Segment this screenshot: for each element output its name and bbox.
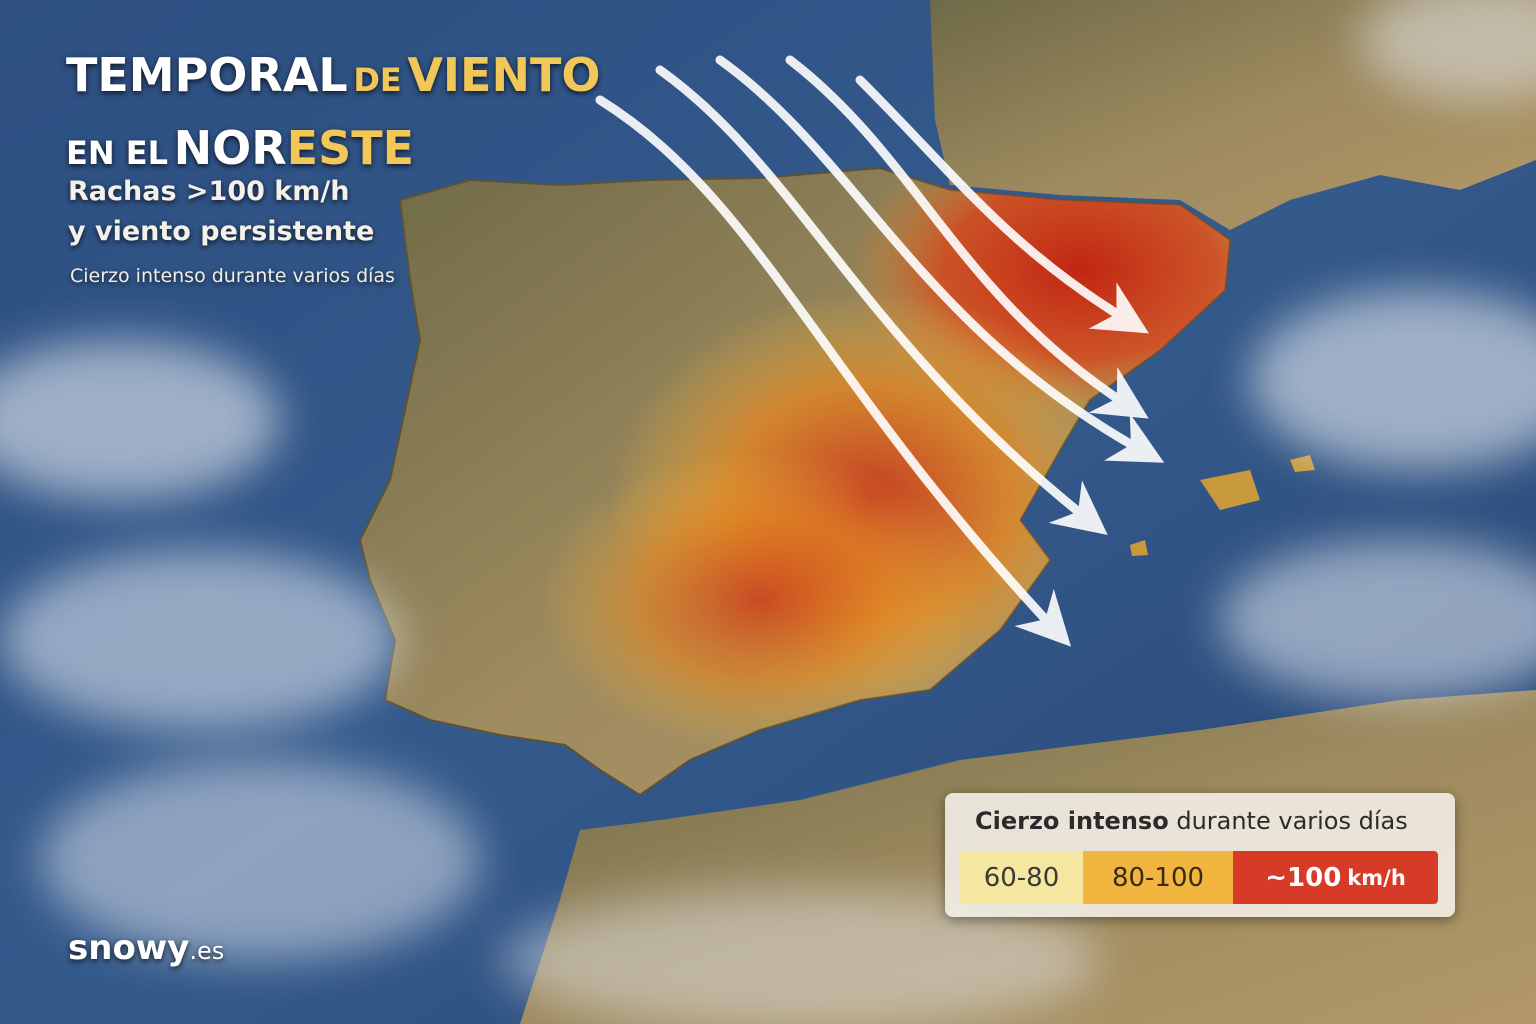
brand-name: snowy (68, 928, 190, 968)
title-word: NOR (173, 121, 287, 175)
brand: snowy.es (68, 928, 224, 968)
title-word: VIENTO (407, 48, 601, 102)
legend-title: Cierzo intenso durante varios días (975, 807, 1408, 835)
title: TEMPORAL DE VIENTO EN EL NORESTE (66, 44, 600, 190)
legend-item: ~100 km/h (1233, 851, 1438, 904)
brand-domain: .es (189, 937, 225, 965)
title-word: DE (353, 61, 402, 99)
title-word: TEMPORAL (66, 48, 348, 102)
subtitle-line: Rachas >100 km/h (68, 176, 350, 207)
balearic-islands (1130, 455, 1315, 556)
title-line: TEMPORAL DE VIENTO (66, 44, 600, 117)
legend-item: 80-100 (1083, 851, 1233, 904)
title-word: ESTE (286, 121, 414, 175)
legend-label: 60-80 (983, 862, 1060, 893)
legend-item: 60-80 (960, 851, 1083, 904)
wind-arrows (595, 55, 1165, 647)
title-line: EN EL NORESTE (66, 117, 600, 190)
legend-unit: km/h (1347, 865, 1406, 890)
subtitle-line: y viento persistente (68, 216, 375, 247)
tagline: Cierzo intenso durante varios días (70, 265, 395, 287)
legend-label: ~100 (1265, 862, 1342, 893)
title-word: EN EL (66, 134, 169, 172)
legend: Cierzo intenso durante varios días 60-80… (945, 793, 1455, 917)
subtitle: Rachas >100 km/h y viento persistente (68, 172, 374, 252)
legend-title-rest: durante varios días (1176, 807, 1408, 835)
legend-label: 80-100 (1111, 862, 1205, 893)
legend-title-bold: Cierzo intenso (975, 807, 1169, 835)
